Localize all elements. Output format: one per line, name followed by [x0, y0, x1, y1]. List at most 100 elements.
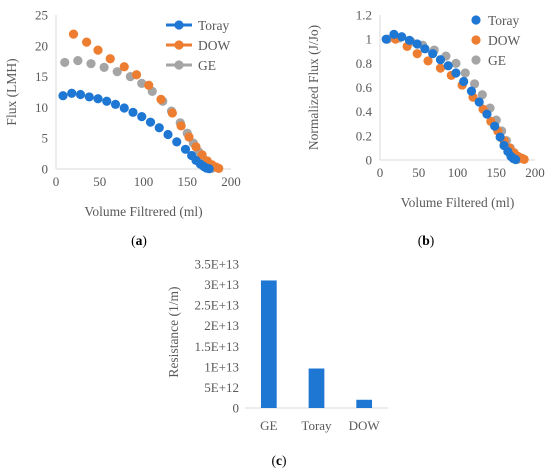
data-point-dow: [156, 94, 166, 104]
data-point-toray: [451, 68, 461, 78]
data-point-toray: [58, 91, 68, 101]
y-tick-label-a: 5: [42, 131, 49, 146]
y-tick-label-c: 2E+13: [204, 318, 239, 333]
data-point-toray: [420, 44, 430, 54]
y-tick-label-b: 1: [366, 32, 373, 47]
panel-label-letter: a: [136, 233, 143, 248]
data-point-toray: [145, 117, 156, 127]
data-point-toray: [75, 89, 86, 100]
data-point-toray: [154, 123, 164, 133]
data-point-dow: [423, 56, 433, 66]
legend-label-ge: GE: [198, 58, 216, 73]
data-point-dow: [214, 163, 224, 173]
data-point-toray: [93, 94, 103, 104]
y-tick-label-a: 0: [42, 162, 49, 177]
category-label-ge: GE: [260, 418, 277, 433]
data-point-dow: [184, 132, 194, 142]
data-point-ge: [99, 62, 109, 72]
y-tick-label-a: 10: [35, 100, 48, 115]
panel-label-open: (: [418, 233, 423, 248]
y-tick-label-b: 1.2: [356, 8, 372, 23]
legend-marker-dow: [174, 40, 184, 50]
x-tick-label-b: 50: [412, 165, 425, 180]
data-point-toray: [443, 61, 453, 71]
x-tick-label-a: 0: [53, 174, 60, 189]
data-point-toray: [412, 39, 422, 49]
data-point-ge: [112, 67, 122, 77]
x-tick-label-b: 0: [377, 165, 384, 180]
data-point-toray: [482, 109, 492, 119]
panel-label-open: (: [131, 233, 136, 248]
data-point-toray: [172, 137, 182, 147]
x-tick-label-a: 50: [93, 174, 106, 189]
data-point-toray: [163, 129, 173, 140]
y-axis-label-c: Resistance (1/m): [166, 286, 181, 377]
chart-b: 0 50 100 150 200 0 0.2 0.4 0.6 0.8 1 1.2 Toray DOW GE: [356, 8, 545, 181]
legend-label-toray: Toray: [198, 18, 230, 33]
panel-label-open: (: [272, 453, 277, 468]
category-label-toray: Toray: [301, 418, 332, 433]
x-axis-label-a: Volume Filtrered (ml): [84, 204, 202, 219]
x-tick-label-b: 100: [448, 165, 468, 180]
x-axis-label-b: Volume Filtered (ml): [401, 195, 515, 210]
data-point-ge: [60, 57, 70, 68]
y-tick-label-c: 1E+13: [204, 359, 239, 374]
panel-label-a: (a): [131, 233, 147, 248]
data-point-dow: [176, 121, 186, 131]
panel-label-b: (b): [418, 233, 435, 248]
data-point-ge: [137, 78, 147, 88]
legend-label-dow: DOW: [488, 33, 520, 48]
data-point-dow: [93, 45, 103, 55]
y-axis-label-a: Flux (LMH): [4, 58, 19, 125]
data-point-dow: [144, 80, 154, 90]
x-tick-label-a: 200: [221, 174, 241, 189]
data-point-ge: [73, 55, 83, 66]
data-point-dow: [519, 154, 529, 164]
y-tick-label-c: 3.5E+13: [194, 257, 239, 272]
y-tick-label-a: 25: [35, 8, 48, 23]
data-point-toray: [128, 107, 138, 117]
data-point-dow: [119, 62, 129, 72]
data-point-toray: [84, 92, 94, 102]
data-point-dow: [167, 108, 177, 118]
data-point-toray: [428, 49, 438, 59]
data-point-toray: [381, 34, 391, 44]
y-tick-label-b: 0: [366, 153, 373, 168]
y-tick-label-c: 5E+12: [204, 380, 239, 395]
x-tick-label-a: 100: [134, 174, 154, 189]
data-point-ge: [460, 68, 470, 78]
panel-label-close: ): [430, 233, 435, 248]
data-point-toray: [397, 32, 407, 42]
panel-label-letter: c: [276, 453, 282, 468]
data-point-toray: [435, 55, 446, 65]
data-point-toray: [110, 99, 121, 109]
data-point-ge: [86, 59, 96, 69]
data-point-toray: [119, 103, 129, 113]
bar-dow: [356, 399, 373, 408]
panel-label-letter: b: [422, 233, 430, 248]
data-point-dow: [435, 63, 446, 73]
bar-toray: [308, 368, 325, 408]
panel-label-c: (c): [272, 453, 287, 468]
data-point-ge: [451, 58, 461, 68]
legend-label-dow: DOW: [198, 38, 230, 53]
panel-label-close: ): [282, 453, 287, 468]
x-tick-label-b: 200: [525, 165, 545, 180]
y-tick-label-c: 3E+13: [204, 277, 239, 292]
data-point-toray: [466, 86, 477, 96]
legend-marker-dow: [471, 35, 481, 45]
legend-marker-ge: [174, 60, 184, 70]
data-point-toray: [490, 121, 500, 131]
y-tick-label-b: 0.2: [356, 128, 372, 143]
y-tick-label-c: 2.5E+13: [194, 298, 239, 313]
data-point-ge: [469, 79, 480, 89]
category-label-dow: DOW: [349, 418, 381, 433]
y-tick-label-a: 15: [35, 69, 48, 84]
data-point-dow: [82, 37, 92, 47]
data-point-toray: [389, 29, 399, 39]
data-point-ge: [477, 90, 487, 100]
data-point-dow: [131, 70, 142, 80]
legend-label-ge: GE: [488, 53, 506, 68]
y-tick-label-c: 0: [233, 401, 240, 416]
